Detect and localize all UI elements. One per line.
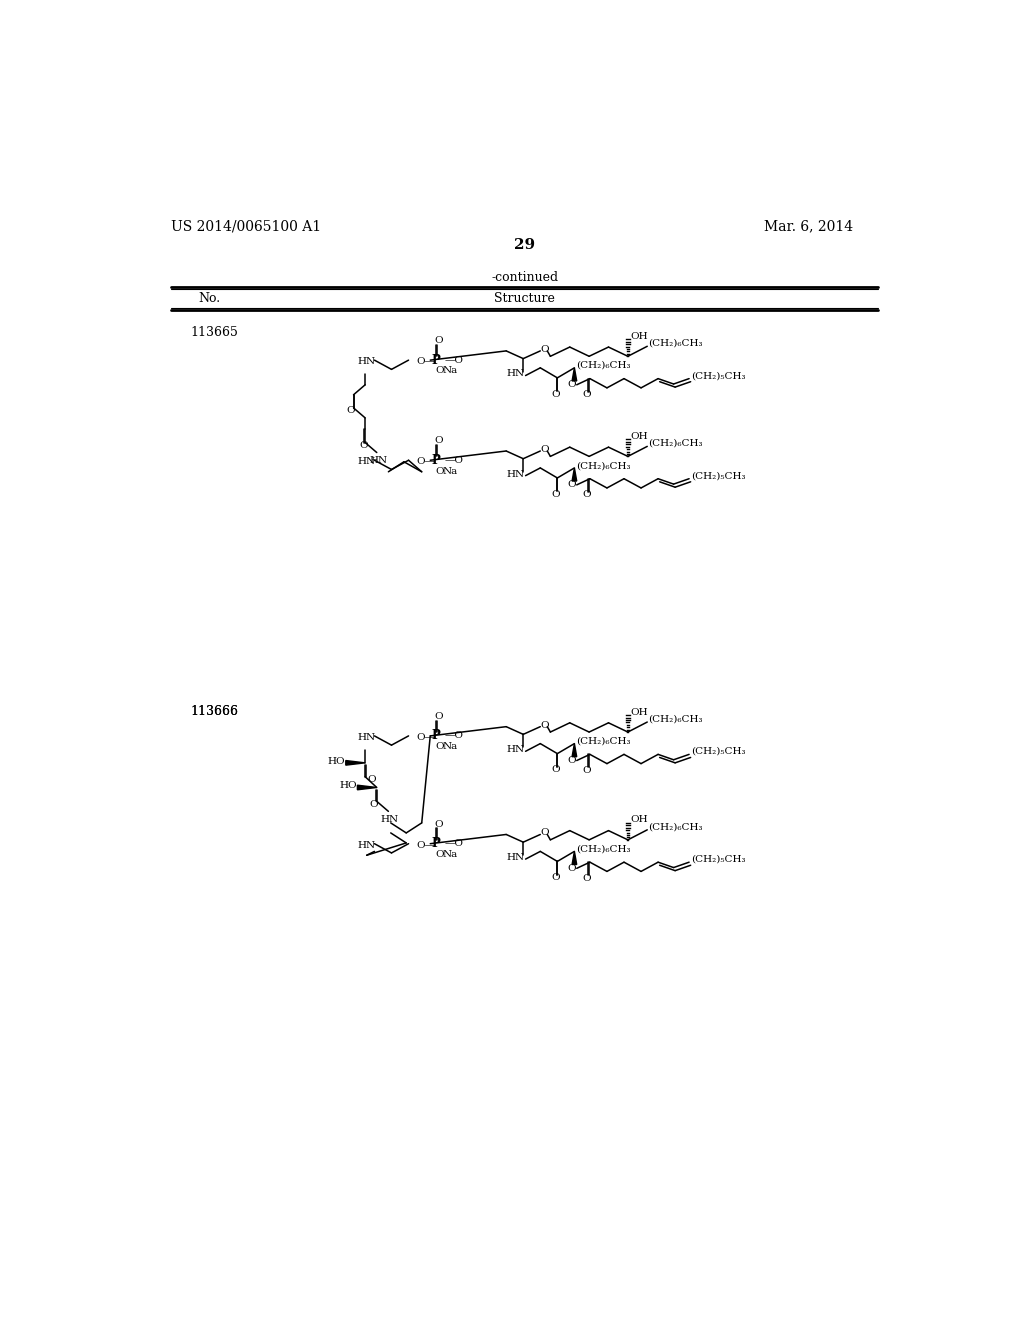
Text: (CH₂)₅CH₃: (CH₂)₅CH₃ (690, 371, 745, 380)
Text: O: O (434, 337, 442, 346)
Text: HN: HN (357, 733, 376, 742)
Text: O: O (435, 367, 443, 375)
Text: O: O (567, 863, 577, 873)
Text: O: O (541, 445, 549, 454)
Text: O: O (434, 437, 442, 445)
Text: 113666: 113666 (190, 705, 238, 718)
Text: (CH₂)₆CH₃: (CH₂)₆CH₃ (575, 737, 631, 746)
Text: Structure: Structure (495, 292, 555, 305)
Text: Na: Na (442, 742, 458, 751)
Text: O: O (370, 800, 379, 809)
Text: O: O (583, 766, 591, 775)
Text: —O: —O (444, 731, 463, 741)
Text: HN: HN (357, 457, 376, 466)
Text: OH: OH (630, 816, 648, 824)
Text: (CH₂)₆CH₃: (CH₂)₆CH₃ (575, 461, 631, 470)
Text: (CH₂)₅CH₃: (CH₂)₅CH₃ (690, 854, 745, 863)
Text: O: O (359, 441, 368, 450)
Text: O: O (567, 480, 577, 490)
Text: (CH₂)₆CH₃: (CH₂)₆CH₃ (575, 845, 631, 854)
Text: (CH₂)₅CH₃: (CH₂)₅CH₃ (690, 747, 745, 756)
Text: O: O (551, 766, 560, 775)
Text: HN: HN (506, 370, 524, 379)
Polygon shape (357, 785, 377, 789)
Text: 113665: 113665 (190, 326, 238, 339)
Text: O: O (551, 389, 560, 399)
Text: O—: O— (417, 457, 435, 466)
Text: HO: HO (328, 756, 345, 766)
Text: (CH₂)₆CH₃: (CH₂)₆CH₃ (648, 714, 702, 723)
Text: No.: No. (199, 292, 220, 305)
Text: P: P (432, 837, 440, 850)
Text: 113666: 113666 (190, 705, 238, 718)
Text: O: O (583, 491, 591, 499)
Text: HN: HN (369, 455, 387, 465)
Text: O: O (435, 742, 443, 751)
Text: HN: HN (506, 746, 524, 754)
Text: O: O (435, 850, 443, 859)
Polygon shape (572, 743, 577, 756)
Text: HN: HN (357, 841, 376, 850)
Text: O: O (346, 407, 355, 416)
Text: O: O (551, 490, 560, 499)
Polygon shape (572, 469, 577, 480)
Text: O: O (567, 756, 577, 766)
Text: O—: O— (417, 841, 435, 850)
Text: O—: O— (417, 733, 435, 742)
Text: O: O (541, 721, 549, 730)
Text: US 2014/0065100 A1: US 2014/0065100 A1 (171, 219, 321, 234)
Text: Na: Na (442, 850, 458, 859)
Text: O: O (434, 820, 442, 829)
Text: O: O (434, 713, 442, 721)
Polygon shape (572, 851, 577, 865)
Text: —O: —O (444, 455, 463, 465)
Text: —O: —O (444, 840, 463, 849)
Text: Na: Na (442, 466, 458, 475)
Text: O: O (583, 874, 591, 883)
Text: (CH₂)₆CH₃: (CH₂)₆CH₃ (648, 339, 702, 347)
Text: OH: OH (630, 708, 648, 717)
Text: O: O (551, 873, 560, 882)
Text: Na: Na (442, 367, 458, 375)
Text: HN: HN (506, 853, 524, 862)
Text: O: O (435, 466, 443, 475)
Text: P: P (432, 730, 440, 742)
Text: HO: HO (340, 781, 357, 791)
Text: OH: OH (630, 432, 648, 441)
Text: O: O (567, 380, 577, 389)
Text: P: P (432, 354, 440, 367)
Text: O: O (541, 829, 549, 837)
Polygon shape (346, 760, 366, 766)
Text: O: O (583, 391, 591, 399)
Text: (CH₂)₆CH₃: (CH₂)₆CH₃ (648, 822, 702, 832)
Text: O: O (541, 345, 549, 354)
Text: 29: 29 (514, 238, 536, 252)
Text: Mar. 6, 2014: Mar. 6, 2014 (764, 219, 853, 234)
Text: OH: OH (630, 331, 648, 341)
Text: —O: —O (444, 355, 463, 364)
Text: HN: HN (381, 814, 398, 824)
Text: -continued: -continued (492, 271, 558, 284)
Text: (CH₂)₆CH₃: (CH₂)₆CH₃ (648, 438, 702, 447)
Text: (CH₂)₅CH₃: (CH₂)₅CH₃ (690, 471, 745, 480)
Text: O—: O— (417, 358, 435, 366)
Polygon shape (572, 368, 577, 381)
Text: HN: HN (506, 470, 524, 479)
Text: (CH₂)₆CH₃: (CH₂)₆CH₃ (575, 362, 631, 370)
Text: HN: HN (357, 358, 376, 366)
Text: O: O (368, 775, 376, 784)
Text: P: P (432, 454, 440, 467)
